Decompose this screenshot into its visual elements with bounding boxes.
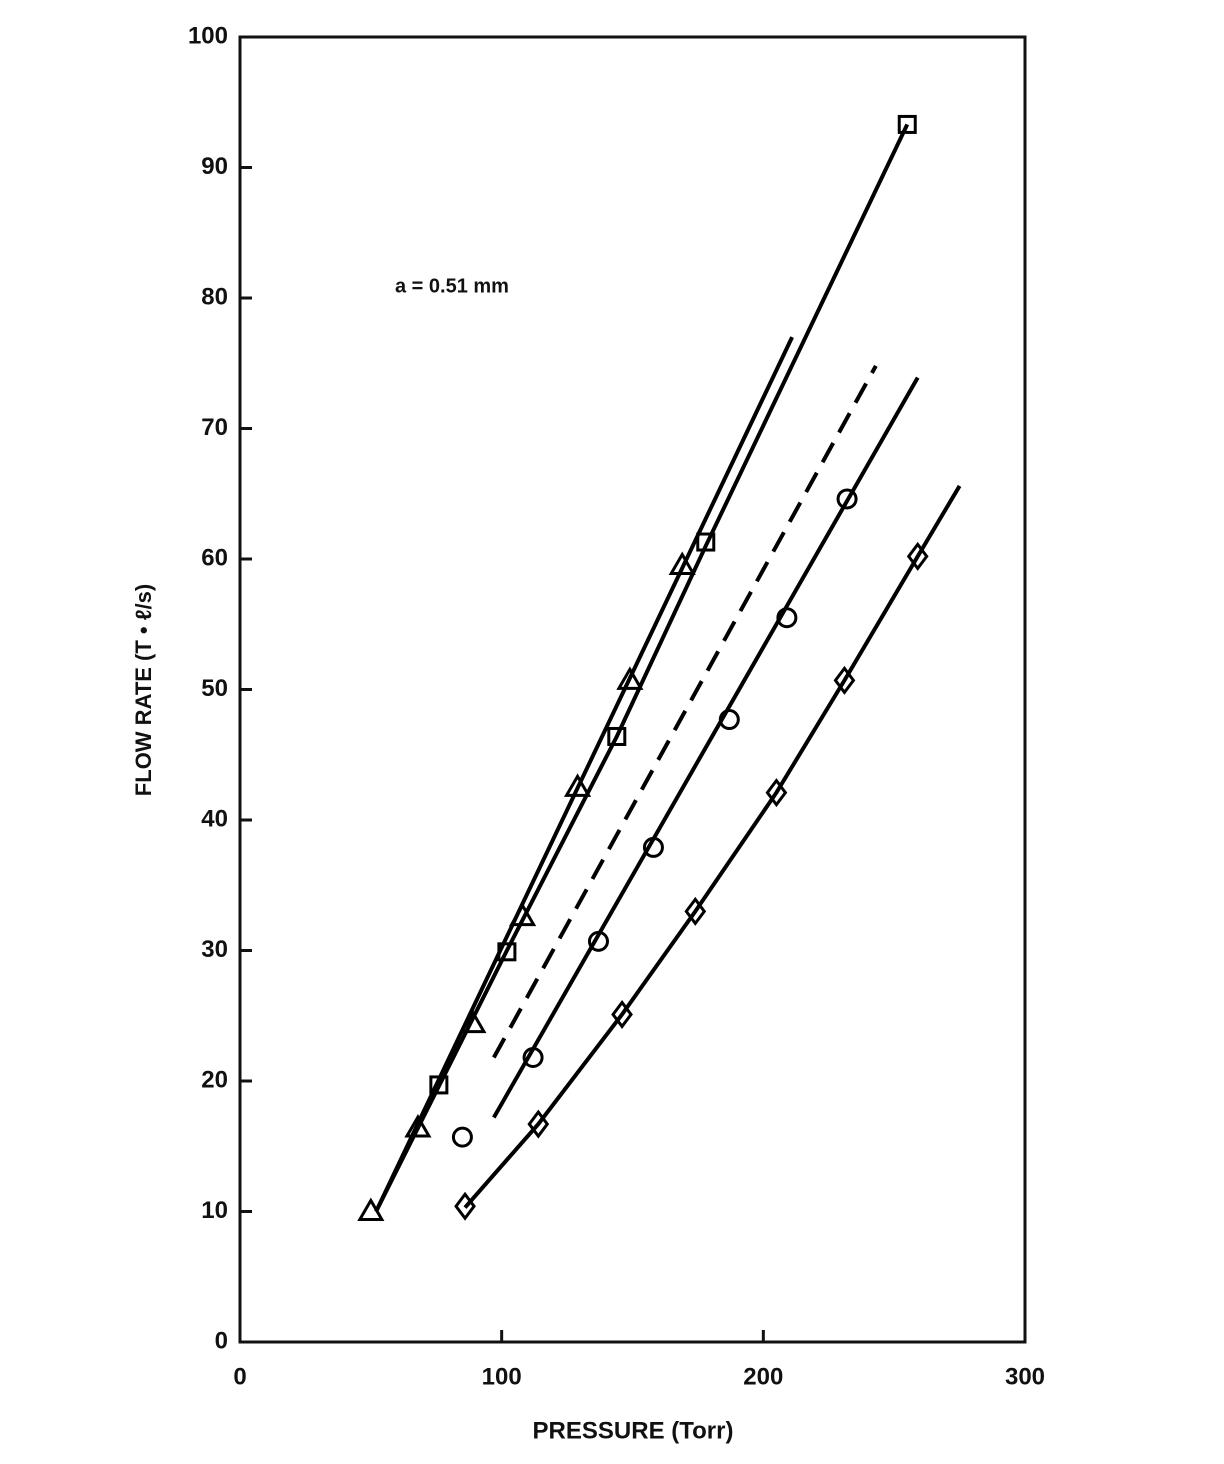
x-tick-label: 300 — [1005, 1363, 1045, 1390]
y-tick-label: 50 — [201, 675, 228, 702]
y-tick-label: 80 — [201, 283, 228, 310]
y-tick-label: 40 — [201, 805, 228, 832]
annotation: a = 0.51 mm — [395, 275, 509, 297]
x-tick-label: 0 — [233, 1363, 246, 1390]
series-line — [374, 123, 910, 1213]
y-tick-label: 10 — [201, 1197, 228, 1224]
y-tick-label: 30 — [201, 936, 228, 963]
y-tick-label: 20 — [201, 1066, 228, 1093]
series-line — [492, 376, 920, 1119]
y-tick-label: 100 — [188, 22, 228, 49]
y-tick-label: 70 — [201, 414, 228, 441]
data-point — [451, 1126, 473, 1148]
y-tick-label: 0 — [215, 1327, 228, 1354]
x-axis-label: PRESSURE (Torr) — [533, 1417, 734, 1444]
x-tick-label: 200 — [743, 1363, 783, 1390]
y-axis-label: FLOW RATE (T • ℓ/s) — [131, 584, 156, 796]
series-line — [492, 364, 878, 1059]
y-tick-label: 60 — [201, 544, 228, 571]
y-tick-label: 90 — [201, 153, 228, 180]
series-line — [374, 336, 794, 1213]
series-line — [463, 484, 962, 1209]
x-tick-label: 100 — [482, 1363, 522, 1390]
